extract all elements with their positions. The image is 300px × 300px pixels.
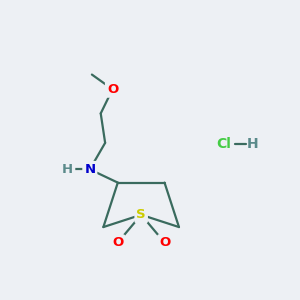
Text: O: O [107,83,118,96]
Text: O: O [112,236,123,249]
Text: O: O [159,236,170,249]
Text: N: N [84,163,95,176]
Text: H: H [62,163,73,176]
Text: S: S [136,208,146,221]
Text: Cl: Cl [216,137,231,151]
Text: H: H [247,137,259,151]
